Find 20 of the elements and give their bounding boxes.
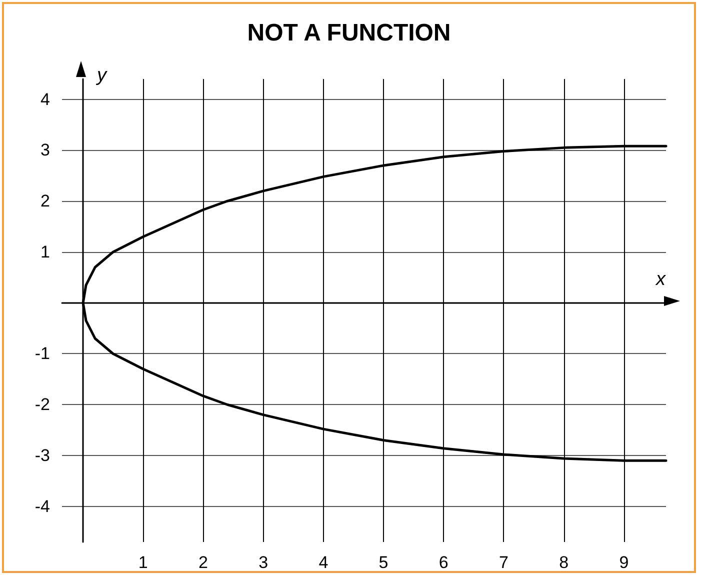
x-tick-label: 4	[318, 553, 328, 572]
y-tick-label: -1	[34, 344, 50, 364]
y-tick-label: 2	[40, 192, 50, 211]
chart-title: NOT A FUNCTION	[247, 20, 451, 46]
x-tick-label: 7	[498, 553, 508, 572]
y-tick-label: -4	[34, 496, 50, 516]
x-tick-label: 6	[438, 553, 448, 572]
x-tick-label: 2	[198, 553, 208, 572]
y-axis-title: y	[95, 65, 108, 86]
x-tick-label: 8	[559, 553, 569, 572]
x-tick-label: 1	[138, 553, 148, 572]
y-tick-label: -3	[34, 446, 50, 466]
x-tick-label: 3	[258, 553, 268, 572]
x-tick-label: 9	[619, 553, 629, 572]
x-axis-title: x	[655, 268, 667, 290]
y-tick-label: 1	[40, 242, 50, 262]
y-tick-label: 4	[40, 90, 50, 109]
x-tick-label: 5	[378, 553, 388, 572]
y-tick-label: -2	[34, 395, 50, 414]
y-tick-label: 3	[40, 140, 50, 160]
